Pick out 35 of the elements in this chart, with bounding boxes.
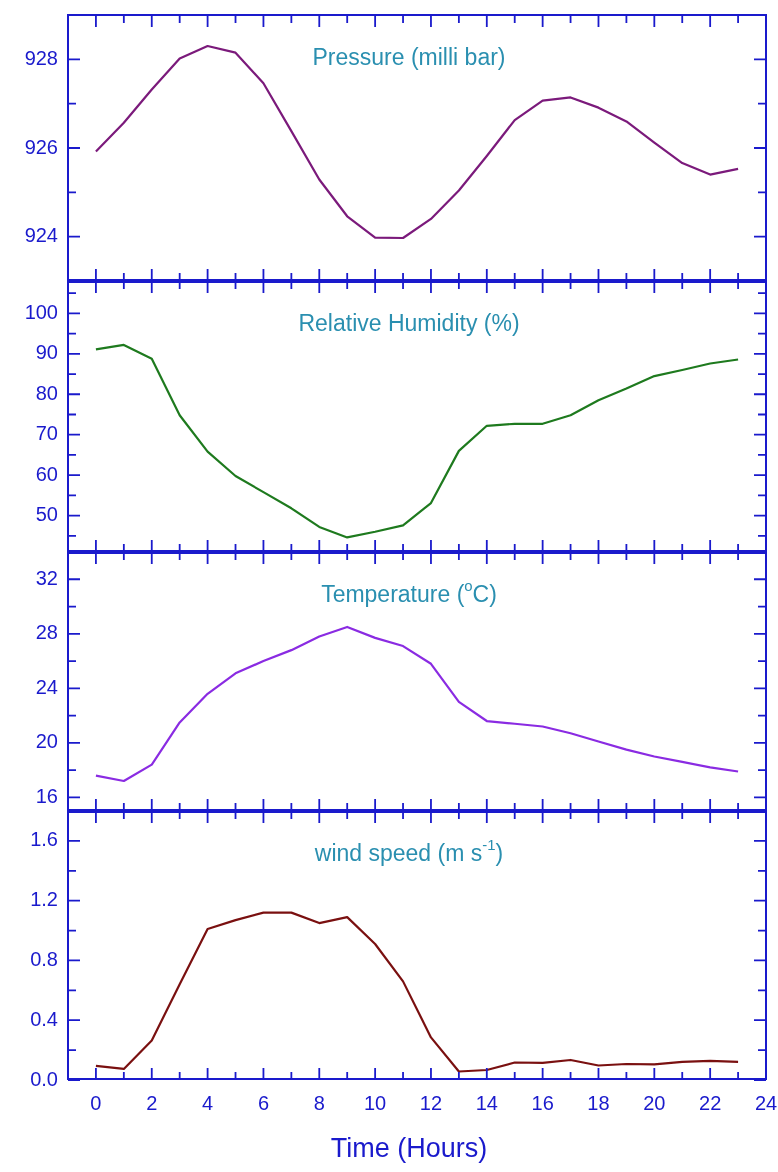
y-tick-label: 60 [35, 462, 58, 485]
x-tick-label: 18 [587, 1091, 610, 1114]
y-tick-label: 24 [35, 675, 58, 698]
y-tick-label: 924 [24, 224, 58, 247]
y-tick-label: 0.0 [30, 1067, 58, 1090]
x-tick-label: 4 [202, 1091, 214, 1114]
y-tick-label: 0.8 [30, 947, 58, 970]
y-tick-label: 80 [35, 381, 58, 404]
x-tick-label: 20 [643, 1091, 666, 1114]
y-tick-label: 50 [35, 503, 58, 526]
y-tick-label: 0.4 [30, 1007, 58, 1030]
text: Pressure (milli bar) [312, 44, 506, 71]
x-tick-label: 16 [531, 1091, 554, 1114]
x-tick-label: 24 [754, 1091, 778, 1114]
y-tick-label: 926 [24, 135, 58, 158]
y-tick-label: 70 [35, 422, 58, 445]
x-axis-title: Time (Hours) [330, 1133, 488, 1164]
y-tick-label: 20 [35, 730, 58, 753]
y-tick-label: 928 [24, 46, 58, 69]
x-tick-label: 22 [699, 1091, 722, 1114]
y-tick-label: 1.6 [30, 828, 58, 851]
x-tick-label: 12 [419, 1091, 443, 1114]
y-tick-label: 1.2 [30, 888, 58, 911]
x-tick-label: 0 [90, 1091, 102, 1114]
text: Relative Humidity (%) [298, 310, 520, 337]
x-tick-label: 8 [313, 1091, 325, 1114]
y-tick-label: 100 [24, 300, 58, 323]
x-tick-label: 2 [146, 1091, 158, 1114]
x-tick-label: 6 [257, 1091, 269, 1114]
x-tick-label: 14 [475, 1091, 498, 1114]
y-tick-label: 32 [35, 566, 58, 589]
y-tick-label: 90 [35, 341, 58, 364]
y-tick-label: 16 [35, 784, 58, 807]
x-tick-label: 10 [363, 1091, 387, 1114]
y-tick-label: 28 [35, 621, 58, 644]
